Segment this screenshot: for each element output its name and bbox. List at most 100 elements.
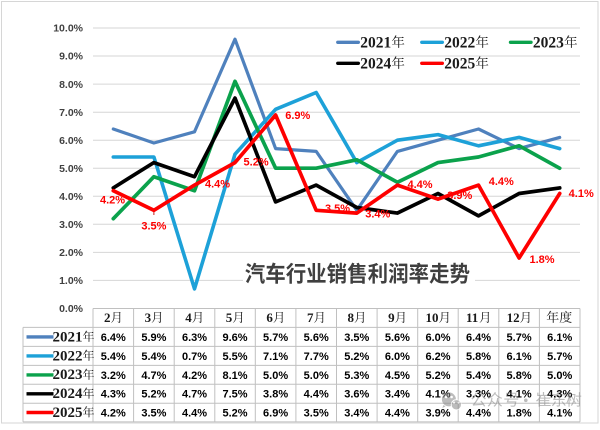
svg-text:5.8%: 5.8% bbox=[507, 370, 532, 382]
svg-text:1.8%: 1.8% bbox=[529, 254, 554, 266]
svg-text:6.0%: 6.0% bbox=[385, 351, 410, 363]
svg-text:4.7%: 4.7% bbox=[141, 370, 166, 382]
svg-text:6.9%: 6.9% bbox=[285, 110, 310, 122]
svg-text:11: 11 bbox=[466, 310, 478, 325]
svg-text:3.5%: 3.5% bbox=[141, 221, 166, 233]
svg-text:5.2%: 5.2% bbox=[222, 407, 247, 419]
svg-text:4.0%: 4.0% bbox=[59, 191, 84, 203]
svg-text:6.1%: 6.1% bbox=[507, 351, 532, 363]
svg-text:6.0%: 6.0% bbox=[59, 135, 84, 147]
svg-text:6.2%: 6.2% bbox=[425, 351, 450, 363]
svg-text:9.6%: 9.6% bbox=[222, 332, 247, 344]
svg-text:5.7%: 5.7% bbox=[547, 351, 572, 363]
svg-text:2024: 2024 bbox=[360, 55, 391, 72]
svg-text:4.2%: 4.2% bbox=[101, 407, 126, 419]
svg-text:4.4%: 4.4% bbox=[407, 179, 432, 191]
svg-text:2025: 2025 bbox=[444, 55, 475, 72]
svg-text:2022: 2022 bbox=[444, 34, 475, 51]
svg-text:6.4%: 6.4% bbox=[466, 332, 491, 344]
svg-text:3.4%: 3.4% bbox=[385, 389, 410, 401]
svg-text:5.0%: 5.0% bbox=[59, 163, 84, 175]
svg-text:5.9%: 5.9% bbox=[141, 332, 166, 344]
svg-text:2021: 2021 bbox=[360, 34, 391, 51]
svg-text:4.4%: 4.4% bbox=[205, 179, 230, 191]
svg-text:5.0%: 5.0% bbox=[263, 370, 288, 382]
svg-text:5.0%: 5.0% bbox=[547, 370, 572, 382]
svg-text:5.7%: 5.7% bbox=[263, 332, 288, 344]
svg-text:2022: 2022 bbox=[53, 348, 83, 364]
svg-text:7.1%: 7.1% bbox=[263, 351, 288, 363]
svg-text:4.2%: 4.2% bbox=[182, 370, 207, 382]
svg-text:3.9%: 3.9% bbox=[425, 407, 450, 419]
svg-text:5.2%: 5.2% bbox=[244, 157, 269, 169]
svg-text:5.4%: 5.4% bbox=[141, 351, 166, 363]
svg-text:9.0%: 9.0% bbox=[59, 51, 84, 63]
svg-text:2: 2 bbox=[104, 310, 111, 325]
svg-text:5.8%: 5.8% bbox=[466, 351, 491, 363]
svg-text:2023: 2023 bbox=[53, 367, 83, 383]
svg-text:8: 8 bbox=[348, 310, 355, 325]
svg-text:3.0%: 3.0% bbox=[59, 219, 84, 231]
svg-text:5.6%: 5.6% bbox=[304, 332, 329, 344]
svg-text:2023: 2023 bbox=[533, 34, 564, 51]
svg-text:4.4%: 4.4% bbox=[385, 407, 410, 419]
svg-text:12: 12 bbox=[507, 310, 520, 325]
svg-text:4.1%: 4.1% bbox=[569, 188, 594, 200]
svg-text:4.3%: 4.3% bbox=[101, 389, 126, 401]
svg-text:3.3%: 3.3% bbox=[466, 389, 491, 401]
svg-text:4.1%: 4.1% bbox=[547, 407, 572, 419]
svg-text:10.0%: 10.0% bbox=[53, 23, 83, 35]
svg-text:4.7%: 4.7% bbox=[182, 389, 207, 401]
svg-text:6: 6 bbox=[266, 310, 273, 325]
svg-text:7: 7 bbox=[307, 310, 314, 325]
svg-text:3: 3 bbox=[145, 310, 152, 325]
svg-text:6.4%: 6.4% bbox=[101, 332, 126, 344]
svg-text:5.7%: 5.7% bbox=[507, 332, 532, 344]
svg-text:4: 4 bbox=[185, 310, 192, 325]
svg-text:1.0%: 1.0% bbox=[59, 275, 84, 287]
svg-text:3.2%: 3.2% bbox=[101, 370, 126, 382]
svg-text:3.6%: 3.6% bbox=[344, 389, 369, 401]
svg-text:5.5%: 5.5% bbox=[222, 351, 247, 363]
svg-text:3.8%: 3.8% bbox=[263, 389, 288, 401]
svg-text:7.0%: 7.0% bbox=[59, 107, 84, 119]
svg-text:4.4%: 4.4% bbox=[182, 407, 207, 419]
svg-text:5.3%: 5.3% bbox=[344, 370, 369, 382]
svg-text:3.4%: 3.4% bbox=[344, 407, 369, 419]
svg-text:8.1%: 8.1% bbox=[222, 370, 247, 382]
svg-text:1.8%: 1.8% bbox=[507, 407, 532, 419]
svg-text:4.4%: 4.4% bbox=[466, 407, 491, 419]
svg-text:3.5%: 3.5% bbox=[141, 407, 166, 419]
svg-text:2024: 2024 bbox=[53, 386, 84, 402]
svg-text:5: 5 bbox=[226, 310, 233, 325]
svg-text:3.5%: 3.5% bbox=[344, 332, 369, 344]
svg-text:5.2%: 5.2% bbox=[344, 351, 369, 363]
svg-text:5.4%: 5.4% bbox=[466, 370, 491, 382]
svg-text:0.0%: 0.0% bbox=[59, 303, 84, 315]
svg-text:5.4%: 5.4% bbox=[101, 351, 126, 363]
svg-text:6.3%: 6.3% bbox=[182, 332, 207, 344]
svg-text:3.4%: 3.4% bbox=[365, 208, 390, 220]
svg-text:7.5%: 7.5% bbox=[222, 389, 247, 401]
svg-text:8.0%: 8.0% bbox=[59, 79, 84, 91]
svg-text:3.5%: 3.5% bbox=[325, 203, 350, 215]
svg-text:5.2%: 5.2% bbox=[141, 389, 166, 401]
svg-text:2.0%: 2.0% bbox=[59, 247, 84, 259]
svg-text:4.5%: 4.5% bbox=[385, 370, 410, 382]
svg-text:6.0%: 6.0% bbox=[425, 332, 450, 344]
svg-text:7.7%: 7.7% bbox=[304, 351, 329, 363]
svg-text:4.4%: 4.4% bbox=[304, 389, 329, 401]
svg-text:4.2%: 4.2% bbox=[100, 195, 125, 207]
svg-text:3.5%: 3.5% bbox=[304, 407, 329, 419]
svg-text:0.7%: 0.7% bbox=[182, 351, 207, 363]
svg-text:2025: 2025 bbox=[53, 405, 83, 421]
svg-text:2021: 2021 bbox=[53, 329, 83, 345]
svg-text:6.1%: 6.1% bbox=[547, 332, 572, 344]
svg-text:4.1%: 4.1% bbox=[507, 389, 532, 401]
svg-text:5.2%: 5.2% bbox=[425, 370, 450, 382]
svg-text:5.0%: 5.0% bbox=[304, 370, 329, 382]
svg-text:6.9%: 6.9% bbox=[263, 407, 288, 419]
svg-text:10: 10 bbox=[426, 310, 439, 325]
svg-text:5.6%: 5.6% bbox=[385, 332, 410, 344]
svg-text:4.4%: 4.4% bbox=[489, 176, 514, 188]
